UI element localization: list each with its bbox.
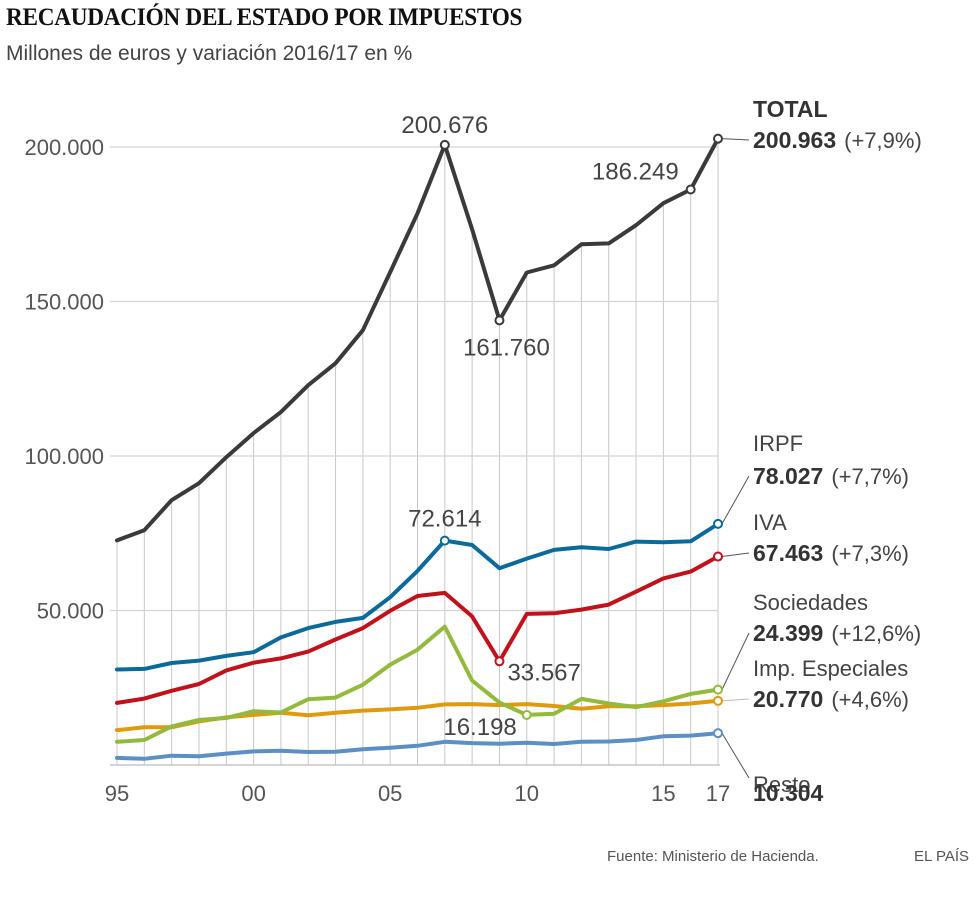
- series-value-label: 20.770: [753, 686, 823, 712]
- x-tick-label: 05: [378, 781, 402, 806]
- annotation-label: 161.760: [463, 334, 550, 361]
- series-change-label: (+4,6%): [831, 687, 909, 712]
- series-name-label: Sociedades: [753, 590, 868, 615]
- series-name-label: IRPF: [753, 431, 803, 456]
- series-value-label: 24.399: [753, 620, 823, 646]
- chart-subtitle: Millones de euros y variación 2016/17 en…: [6, 42, 413, 65]
- x-tick-label: 15: [651, 781, 675, 806]
- leader-line: [721, 698, 750, 702]
- source-note: Fuente: Ministerio de Hacienda.: [607, 848, 819, 865]
- x-tick-label: 10: [515, 781, 539, 806]
- end-marker: [713, 684, 723, 695]
- annotation-marker: [439, 139, 450, 150]
- series-value-label: 78.027: [753, 463, 823, 489]
- series-line-resto: [115, 731, 720, 761]
- series-value-label: 200.963: [753, 127, 836, 153]
- series-change-label: (+7,7%): [831, 464, 909, 489]
- y-tick-label: 200.000: [24, 135, 104, 160]
- annotation-label: 16.198: [443, 714, 516, 741]
- end-marker: [713, 728, 723, 739]
- leader-line: [721, 632, 750, 690]
- y-tick-label: 150.000: [24, 290, 104, 315]
- annotation-label: 186.249: [592, 158, 679, 185]
- brand-label: EL PAÍS: [914, 848, 970, 865]
- series-name-label: Resto: [753, 772, 810, 797]
- chart-title: RECAUDACIÓN DEL ESTADO POR IMPUESTOS: [6, 4, 523, 31]
- leader-line: [721, 138, 750, 141]
- y-tick-label: 50.000: [37, 599, 104, 624]
- series-value-label: 10.304: [753, 780, 824, 806]
- series-line-irpf: [115, 521, 720, 672]
- annotation-marker: [494, 656, 505, 667]
- leader-line: [721, 732, 750, 779]
- end-marker: [713, 695, 723, 706]
- annotation-marker: [521, 709, 532, 720]
- leader-line: [721, 475, 750, 525]
- annotation-marker: [439, 535, 450, 546]
- end-marker: [713, 133, 723, 144]
- series-name-label: Imp. Especiales: [753, 656, 908, 681]
- series-value-label: 67.463: [753, 540, 823, 566]
- series-change-label: (+12,6%): [831, 621, 921, 646]
- series-name-label: IVA: [753, 510, 787, 535]
- series-line-total: [115, 136, 720, 543]
- series-line-iva: [115, 554, 720, 705]
- x-tick-label: 00: [241, 781, 265, 806]
- series-name-label: TOTAL: [753, 96, 828, 122]
- annotation-label: 33.567: [507, 659, 580, 686]
- annotation-marker: [685, 184, 696, 195]
- leader-line: [721, 552, 750, 558]
- x-tick-label: 17: [706, 781, 730, 806]
- end-marker: [713, 518, 723, 529]
- series-line-sociedades: [115, 624, 720, 744]
- y-tick-label: 100.000: [24, 444, 104, 469]
- series-change-label: (+7,9%): [844, 128, 922, 153]
- end-marker: [713, 551, 723, 562]
- annotation-label: 200.676: [401, 112, 488, 139]
- annotation-marker: [494, 315, 505, 326]
- annotation-label: 72.614: [408, 506, 481, 533]
- series-change-label: (+7,3%): [831, 541, 909, 566]
- x-tick-label: 95: [105, 781, 129, 806]
